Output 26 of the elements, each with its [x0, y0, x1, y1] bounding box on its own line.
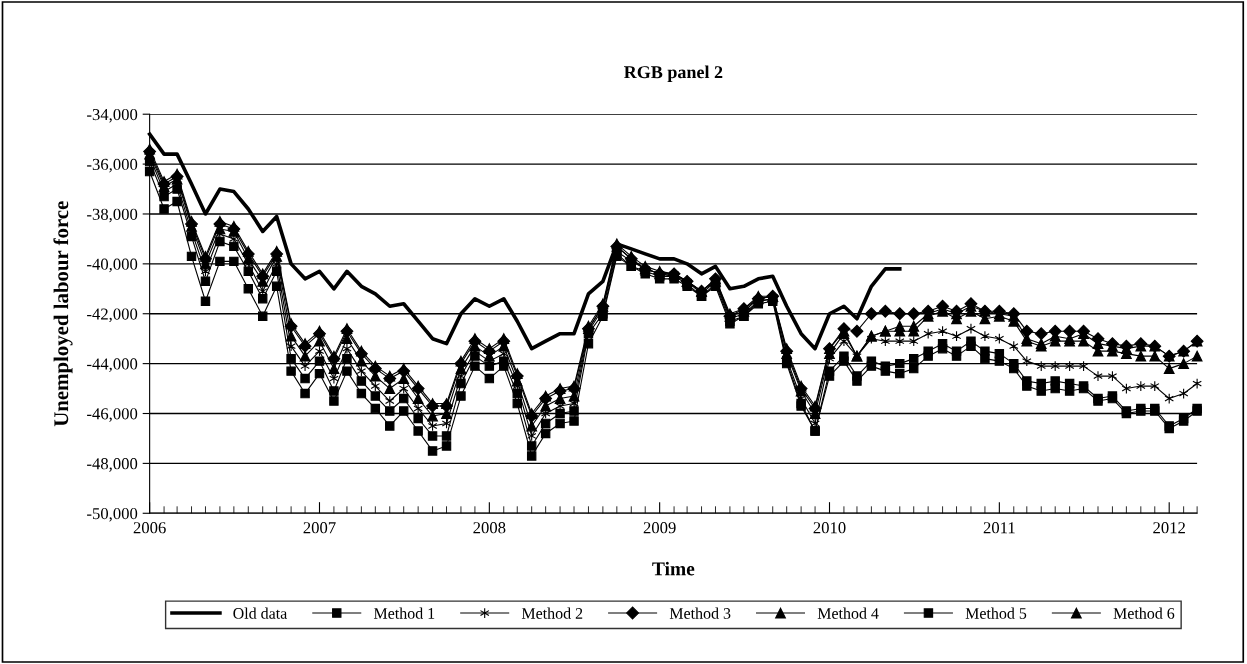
y-tick-label: -42,000: [87, 308, 138, 323]
y-axis-title: Unemployed labour force: [53, 201, 73, 427]
legend-label: Method 2: [521, 607, 583, 619]
x-axis-title: Time: [652, 561, 695, 576]
y-tick-label: -48,000: [87, 458, 138, 472]
y-tick-label: -50,000: [87, 507, 138, 522]
y-tick-label: -40,000: [87, 258, 138, 273]
chart-title: RGB panel 2: [624, 65, 723, 82]
x-tick-label: 2010: [813, 522, 846, 534]
y-tick-label: -34,000: [87, 108, 138, 123]
y-tick-label: -44,000: [87, 358, 138, 372]
y-tick-label: -38,000: [87, 208, 138, 223]
x-tick-label: 2007: [303, 522, 336, 534]
x-tick-label: 2011: [983, 522, 1015, 534]
y-tick-label: -46,000: [87, 408, 138, 422]
legend-label: Method 3: [669, 607, 731, 619]
x-tick-label: 2006: [133, 522, 166, 534]
legend-label: Method 4: [817, 607, 879, 619]
x-tick-label: 2008: [473, 522, 506, 534]
x-tick-label: 2009: [643, 522, 676, 534]
legend-label: Old data: [233, 607, 288, 619]
x-tick-label: 2012: [1153, 522, 1185, 534]
legend-label: Method 1: [373, 607, 435, 619]
legend-label: Method 6: [1113, 607, 1175, 619]
y-tick-label: -36,000: [87, 158, 138, 173]
legend-label: Method 5: [965, 607, 1027, 619]
